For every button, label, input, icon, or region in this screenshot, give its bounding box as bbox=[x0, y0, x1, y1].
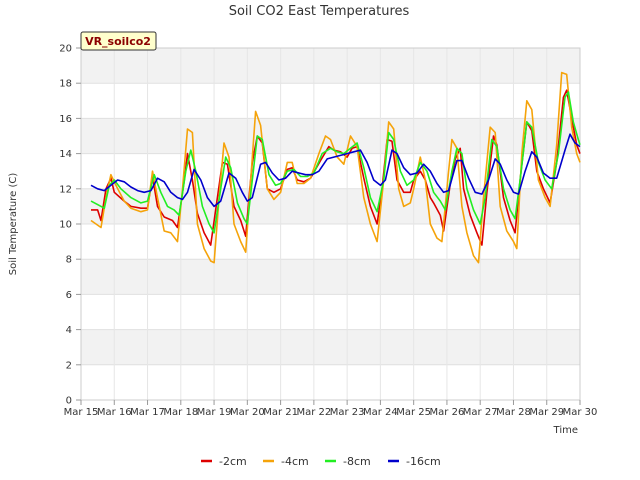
background-band bbox=[81, 188, 580, 224]
y-tick-label: 18 bbox=[59, 79, 72, 90]
station-badge: VR_soilco2 bbox=[80, 31, 157, 51]
background-band bbox=[81, 259, 580, 295]
y-axis-label: Soil Temperature (C) bbox=[8, 173, 19, 276]
y-tick-label: 10 bbox=[59, 220, 72, 231]
y-tick-label: 6 bbox=[66, 290, 72, 301]
x-tick-label: Mar 24 bbox=[363, 407, 398, 418]
background-band bbox=[81, 329, 580, 365]
y-tick-label: 2 bbox=[66, 360, 72, 371]
x-tick-label: Mar 23 bbox=[330, 407, 365, 418]
y-tick-label: 8 bbox=[66, 255, 72, 266]
legend-label: -2cm bbox=[219, 455, 247, 468]
x-tick-label: Mar 17 bbox=[130, 407, 165, 418]
y-tick-label: 4 bbox=[66, 325, 72, 336]
x-tick-label: Mar 15 bbox=[64, 407, 99, 418]
legend-label: -8cm bbox=[343, 455, 371, 468]
x-tick-label: Mar 29 bbox=[529, 407, 564, 418]
x-tick-label: Mar 19 bbox=[197, 407, 232, 418]
series-line-16cmcm bbox=[90, 133, 581, 208]
legend: -2cm -4cm -8cm -16cm bbox=[201, 455, 441, 468]
y-tick-label: 14 bbox=[59, 149, 72, 160]
legend-label: -16cm bbox=[406, 455, 441, 468]
x-tick-label: Mar 27 bbox=[463, 407, 498, 418]
x-tick-label: Mar 26 bbox=[430, 407, 465, 418]
x-tick-label: Mar 28 bbox=[496, 407, 531, 418]
station-badge-text: VR_soilco2 bbox=[85, 35, 151, 48]
x-tick-label: Mar 25 bbox=[396, 407, 431, 418]
y-tick-label: 16 bbox=[59, 114, 72, 125]
series-line-4cmcm bbox=[90, 71, 581, 264]
legend-label: -4cm bbox=[281, 455, 309, 468]
series-line-8cmcm bbox=[90, 91, 581, 234]
y-tick-label: 0 bbox=[66, 396, 72, 407]
y-axis-ticks: 0 2 4 6 8 10 12 14 16 18 20 bbox=[59, 44, 81, 407]
x-tick-label: Mar 20 bbox=[230, 407, 265, 418]
x-axis-label: Time bbox=[553, 425, 578, 436]
x-tick-label: Mar 16 bbox=[97, 407, 132, 418]
y-tick-label: 20 bbox=[59, 44, 72, 55]
series-lines bbox=[90, 71, 581, 264]
background-band bbox=[81, 48, 580, 84]
x-tick-label: Mar 30 bbox=[563, 407, 598, 418]
plot-background-bands bbox=[81, 48, 580, 365]
x-tick-label: Mar 18 bbox=[163, 407, 198, 418]
x-tick-label: Mar 22 bbox=[296, 407, 331, 418]
y-tick-label: 12 bbox=[59, 184, 72, 195]
station-badge-box bbox=[80, 31, 157, 51]
chart-title: Soil CO2 East Temperatures bbox=[229, 4, 410, 19]
x-tick-label: Mar 21 bbox=[263, 407, 298, 418]
